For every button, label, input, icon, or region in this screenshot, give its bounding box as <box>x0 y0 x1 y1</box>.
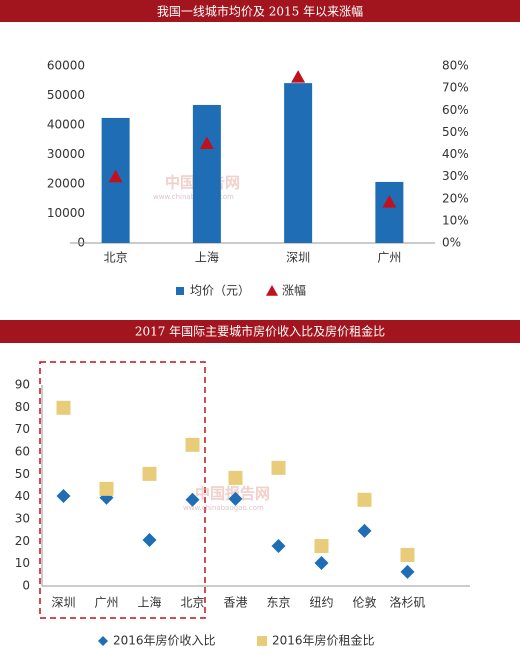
y-tick-label: 60 <box>15 445 30 459</box>
y-tick-label: 30000 <box>47 147 85 161</box>
x-tick-label: 深圳 <box>51 596 75 610</box>
square-marker <box>56 400 71 415</box>
legend-label: 2016年房价收入比 <box>113 633 216 648</box>
x-tick-label: 北京 <box>180 596 204 610</box>
x-tick-label: 上海 <box>137 595 161 610</box>
square-marker <box>357 492 372 507</box>
y-tick-label: 70 <box>15 422 30 436</box>
y-tick-label: 20 <box>15 534 30 548</box>
y-tick-label: 50000 <box>47 88 85 102</box>
diamond-marker <box>142 532 157 547</box>
y-tick-label: 30 <box>15 512 30 526</box>
square-marker <box>314 539 329 554</box>
diamond-marker <box>357 523 372 538</box>
bar <box>375 181 404 243</box>
x-tick-label: 广州 <box>94 596 118 610</box>
diamond-marker <box>228 491 243 506</box>
chart-title: 2017 年国际主要城市房价收入比及房价租金比 <box>135 324 385 339</box>
y-tick-label: 20000 <box>47 177 85 191</box>
x-tick-label: 上海 <box>195 250 219 265</box>
x-tick-label: 广州 <box>377 251 401 265</box>
y2-tick-label: 50% <box>442 125 469 139</box>
square-marker <box>142 466 157 481</box>
square-marker <box>228 470 243 485</box>
watermark: 中国报告网 <box>195 485 270 503</box>
legend-label: 涨幅 <box>282 283 306 298</box>
square-marker <box>271 460 286 475</box>
x-tick-label: 深圳 <box>286 251 310 265</box>
chart-title: 我国一线城市均价及 2015 年以来涨幅 <box>157 4 363 19</box>
x-tick-label: 纽约 <box>309 595 333 610</box>
bar <box>192 104 221 243</box>
x-tick-label: 北京 <box>104 251 128 265</box>
y-tick-label: 40 <box>15 489 30 503</box>
square-marker <box>257 636 267 646</box>
bar <box>284 83 313 243</box>
y2-tick-label: 40% <box>442 147 469 161</box>
diamond-marker <box>271 539 286 554</box>
y2-tick-label: 80% <box>442 59 469 73</box>
diamond-marker <box>185 492 200 507</box>
watermark-url: www.chinabaogao.com <box>183 504 264 512</box>
y2-tick-label: 0% <box>442 236 461 250</box>
y-tick-label: 40000 <box>47 118 85 132</box>
diamond-marker <box>400 564 415 579</box>
x-tick-label: 洛杉矶 <box>389 595 425 610</box>
y2-tick-label: 10% <box>442 213 469 227</box>
triangle-marker <box>291 70 306 83</box>
y-tick-label: 90 <box>15 378 30 392</box>
y-tick-label: 0 <box>22 579 30 593</box>
triangle-marker <box>108 169 123 183</box>
y-tick-label: 80 <box>15 400 30 414</box>
y2-tick-label: 60% <box>442 103 469 117</box>
legend-label: 2016年房价租金比 <box>272 633 375 648</box>
title-bar <box>0 0 520 22</box>
legend-label: 均价（元） <box>190 284 250 298</box>
triangle-marker <box>382 195 397 208</box>
y2-tick-label: 70% <box>442 81 469 95</box>
diamond-marker <box>98 636 108 646</box>
square-marker <box>185 437 200 452</box>
square-marker <box>99 481 114 496</box>
x-tick-label: 东京 <box>266 596 290 610</box>
square-marker <box>400 547 415 562</box>
y2-tick-label: 30% <box>442 169 469 183</box>
x-tick-label: 香港 <box>223 596 247 610</box>
y-tick-label: 60000 <box>47 59 85 73</box>
triangle-marker <box>266 285 278 296</box>
title-bar <box>0 320 520 343</box>
diamond-marker <box>56 488 71 503</box>
y-tick-label: 50 <box>15 467 30 481</box>
y-tick-label: 10000 <box>47 206 85 220</box>
highlight-box <box>39 361 206 619</box>
x-tick-label: 伦敦 <box>352 595 376 610</box>
triangle-marker <box>199 136 214 150</box>
legend-swatch <box>176 287 184 295</box>
y-tick-label: 10 <box>15 556 30 570</box>
y2-tick-label: 20% <box>442 191 469 205</box>
diamond-marker <box>314 555 329 570</box>
